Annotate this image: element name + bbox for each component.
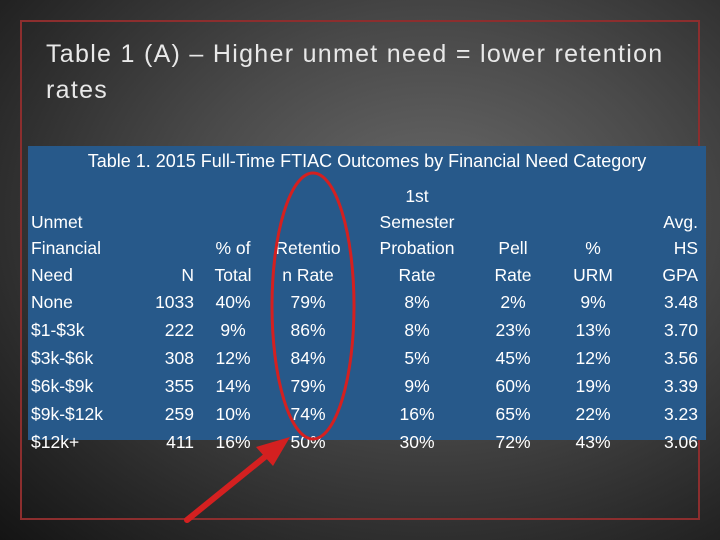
table-cell: 259 bbox=[164, 404, 194, 424]
table-cell: 10% bbox=[215, 404, 251, 424]
table-cell: 1033 bbox=[155, 292, 194, 312]
column-hs-gpa: Avg. HS GPA 3.48 3.70 3.56 3.39 3.23 3.06 bbox=[632, 176, 698, 456]
header-line: Probation bbox=[379, 238, 455, 259]
header-line: Avg. bbox=[663, 212, 698, 233]
table-cell: 9% bbox=[220, 320, 246, 340]
slide-title: Table 1 (A) – Higher unmet need = lower … bbox=[46, 40, 664, 104]
table-cell: 8% bbox=[404, 292, 430, 312]
table-cell: $3k-$6k bbox=[31, 348, 94, 368]
table-cell: 19% bbox=[575, 376, 611, 396]
column-n: N 1033 222 308 355 259 411 bbox=[138, 176, 194, 456]
column-probation-rate: 1st Semester Probation Rate 8% 8% 5% 9% 16% 30% bbox=[364, 176, 470, 456]
table-cell: 43% bbox=[575, 432, 611, 452]
header-line: Financial bbox=[31, 238, 102, 259]
table-cell: 23% bbox=[495, 320, 531, 340]
table-cell: 3.56 bbox=[663, 348, 698, 368]
table-cell: 86% bbox=[290, 320, 326, 340]
header-line: Need bbox=[31, 264, 73, 285]
table-cell: $9k-$12k bbox=[31, 404, 103, 424]
column-header: Retentio n Rate bbox=[268, 176, 348, 288]
header-line: % bbox=[585, 238, 601, 259]
column-unmet-need: Unmet Financial Need None $1-$3k $3k-$6k $6k-$… bbox=[31, 176, 131, 456]
column-header: Avg. HS GPA bbox=[632, 176, 698, 288]
table-cell: 50% bbox=[290, 432, 326, 452]
column-retention-rate: Retentio n Rate 79% 86% 84% 79% 74% 50% bbox=[268, 176, 348, 456]
header-line: 1st bbox=[405, 185, 429, 206]
header-line: n Rate bbox=[282, 264, 334, 285]
table-cell: 3.06 bbox=[663, 432, 698, 452]
table-cell: 2% bbox=[500, 292, 526, 312]
table-cell: 12% bbox=[575, 348, 611, 368]
table-cell: 84% bbox=[290, 348, 326, 368]
table-cell: 3.39 bbox=[663, 376, 698, 396]
table-cell: 79% bbox=[290, 376, 326, 396]
table-cell: 12% bbox=[215, 348, 251, 368]
table-cell: None bbox=[31, 292, 73, 312]
header-line: Total bbox=[214, 264, 252, 285]
header-line: Retentio bbox=[275, 238, 341, 259]
table-cell: 9% bbox=[580, 292, 606, 312]
table-cell: 74% bbox=[290, 404, 326, 424]
header-line: Pell bbox=[498, 238, 528, 259]
header-line: Semester bbox=[379, 212, 455, 233]
column-header: Unmet Financial Need bbox=[31, 176, 131, 288]
table-cell: 308 bbox=[164, 348, 194, 368]
column-header: Pell Rate bbox=[480, 176, 546, 288]
table-cell: 5% bbox=[404, 348, 430, 368]
outcomes-table: Table 1. 2015 Full-Time FTIAC Outcomes b… bbox=[28, 146, 706, 452]
column-header: N bbox=[138, 176, 194, 288]
table-caption: Table 1. 2015 Full-Time FTIAC Outcomes b… bbox=[87, 151, 647, 171]
header-line: Unmet bbox=[31, 212, 83, 233]
table-cell: 16% bbox=[399, 404, 435, 424]
table-cell: 16% bbox=[215, 432, 251, 452]
table-cell: 45% bbox=[495, 348, 531, 368]
table-cell: 411 bbox=[166, 432, 194, 452]
table-cell: 14% bbox=[215, 376, 251, 396]
table-cell: 30% bbox=[399, 432, 435, 452]
header-line: HS bbox=[673, 238, 698, 259]
header-line: N bbox=[181, 264, 194, 285]
header-line: Rate bbox=[494, 264, 532, 285]
table-cell: 355 bbox=[164, 376, 194, 396]
table-cell: 8% bbox=[404, 320, 430, 340]
table-cell: 9% bbox=[404, 376, 430, 396]
table-cell: 40% bbox=[215, 292, 251, 312]
table-cell: 72% bbox=[495, 432, 531, 452]
column-header: % of Total bbox=[200, 176, 266, 288]
column-header: 1st Semester Probation Rate bbox=[364, 176, 470, 288]
table-cell: $6k-$9k bbox=[31, 376, 94, 396]
header-line: % of bbox=[215, 238, 251, 259]
table-cell: 60% bbox=[495, 376, 531, 396]
table-cell: $12k+ bbox=[31, 432, 80, 452]
header-line: GPA bbox=[662, 264, 698, 285]
table-cell: 79% bbox=[290, 292, 326, 312]
column-urm: % URM 9% 13% 12% 19% 22% 43% bbox=[558, 176, 628, 456]
table-cell: 13% bbox=[575, 320, 611, 340]
table-cell: 65% bbox=[495, 404, 531, 424]
table-cell: $1-$3k bbox=[31, 320, 85, 340]
header-line: Rate bbox=[398, 264, 436, 285]
table-cell: 3.23 bbox=[663, 404, 698, 424]
header-line: URM bbox=[573, 264, 613, 285]
table-cell: 3.70 bbox=[663, 320, 698, 340]
table-cell: 3.48 bbox=[663, 292, 698, 312]
column-header: % URM bbox=[558, 176, 628, 288]
table-cell: 22% bbox=[575, 404, 611, 424]
column-pct-total: % of Total 40% 9% 12% 14% 10% 16% bbox=[200, 176, 266, 456]
table-cell: 222 bbox=[164, 320, 194, 340]
column-pell-rate: Pell Rate 2% 23% 45% 60% 65% 72% bbox=[480, 176, 546, 456]
